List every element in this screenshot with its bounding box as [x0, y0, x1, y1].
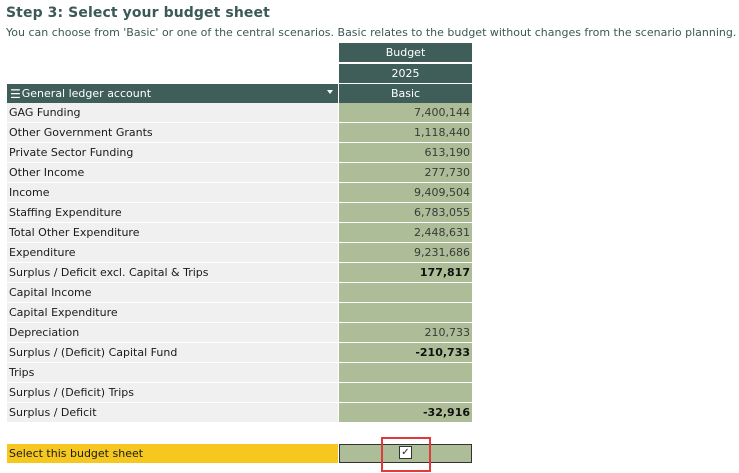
table-row: Surplus / (Deficit) Capital Fund -210,733 — [7, 343, 472, 363]
account-label: Surplus / (Deficit) Trips — [7, 383, 338, 402]
table-row: Other Income 277,730 — [7, 163, 472, 183]
column-year-header: 2025 — [339, 64, 472, 83]
chevron-down-icon[interactable] — [327, 90, 333, 94]
select-budget-label: Select this budget sheet — [7, 444, 338, 463]
account-label: Capital Income — [7, 283, 338, 302]
budget-value-cell: 7,400,144 — [339, 103, 472, 122]
account-label: Surplus / Deficit excl. Capital & Trips — [7, 263, 338, 282]
account-label: Income — [7, 183, 338, 202]
budget-value-cell: 9,231,686 — [339, 243, 472, 262]
highlight-box — [381, 437, 431, 472]
table-row: Surplus / Deficit -32,916 — [7, 403, 472, 423]
account-label: Expenditure — [7, 243, 338, 262]
budget-value-cell — [339, 283, 472, 302]
table-row: Expenditure 9,231,686 — [7, 243, 472, 263]
budget-value-cell — [339, 383, 472, 402]
page-subtitle: You can choose from 'Basic' or one of th… — [6, 26, 737, 39]
table-row: Surplus / Deficit excl. Capital & Trips 1… — [7, 263, 472, 283]
general-ledger-header-label: General ledger account — [21, 87, 152, 100]
table-row: Income 9,409,504 — [7, 183, 472, 203]
checkmark-icon: ✓ — [401, 446, 410, 458]
account-label: GAG Funding — [7, 103, 338, 122]
budget-value-cell — [339, 303, 472, 322]
table-row: Total Other Expenditure 2,448,631 — [7, 223, 472, 243]
account-label: Trips — [7, 363, 338, 382]
account-label: Depreciation — [7, 323, 338, 342]
budget-value-cell: 613,190 — [339, 143, 472, 162]
budget-value-cell: 277,730 — [339, 163, 472, 182]
page-title: Step 3: Select your budget sheet — [6, 5, 270, 21]
account-label: Other Income — [7, 163, 338, 182]
select-budget-row: Select this budget sheet — [7, 444, 472, 463]
table-row: Depreciation 210,733 — [7, 323, 472, 343]
table-row: Capital Expenditure — [7, 303, 472, 323]
table-row: Surplus / (Deficit) Trips — [7, 383, 472, 403]
account-label: Capital Expenditure — [7, 303, 338, 322]
budget-value-cell: 1,118,440 — [339, 123, 472, 142]
column-scenario-header: Basic — [339, 84, 472, 103]
account-label: Other Government Grants — [7, 123, 338, 142]
budget-value-cell: 2,448,631 — [339, 223, 472, 242]
budget-value-cell: 6,783,055 — [339, 203, 472, 222]
budget-value-cell: 210,733 — [339, 323, 472, 342]
budget-table-body: GAG Funding 7,400,144 Other Government Gra… — [7, 103, 472, 423]
select-budget-checkbox[interactable]: ✓ — [399, 446, 412, 459]
table-row: Private Sector Funding 613,190 — [7, 143, 472, 163]
budget-value-cell: 9,409,504 — [339, 183, 472, 202]
account-label: Private Sector Funding — [7, 143, 338, 162]
account-label: Surplus / (Deficit) Capital Fund — [7, 343, 338, 362]
general-ledger-header[interactable]: ☰ General ledger account — [7, 84, 338, 103]
table-row: Other Government Grants 1,118,440 — [7, 123, 472, 143]
account-label: Total Other Expenditure — [7, 223, 338, 242]
account-label: Surplus / Deficit — [7, 403, 338, 422]
budget-value-cell: -210,733 — [339, 343, 472, 362]
column-group-header: Budget — [339, 43, 472, 62]
account-label: Staffing Expenditure — [7, 203, 338, 222]
menu-icon: ☰ — [10, 86, 21, 101]
budget-value-cell: 177,817 — [339, 263, 472, 282]
table-row: Staffing Expenditure 6,783,055 — [7, 203, 472, 223]
table-row: Trips — [7, 363, 472, 383]
budget-value-cell: -32,916 — [339, 403, 472, 422]
table-row: GAG Funding 7,400,144 — [7, 103, 472, 123]
budget-value-cell — [339, 363, 472, 382]
table-row: Capital Income — [7, 283, 472, 303]
